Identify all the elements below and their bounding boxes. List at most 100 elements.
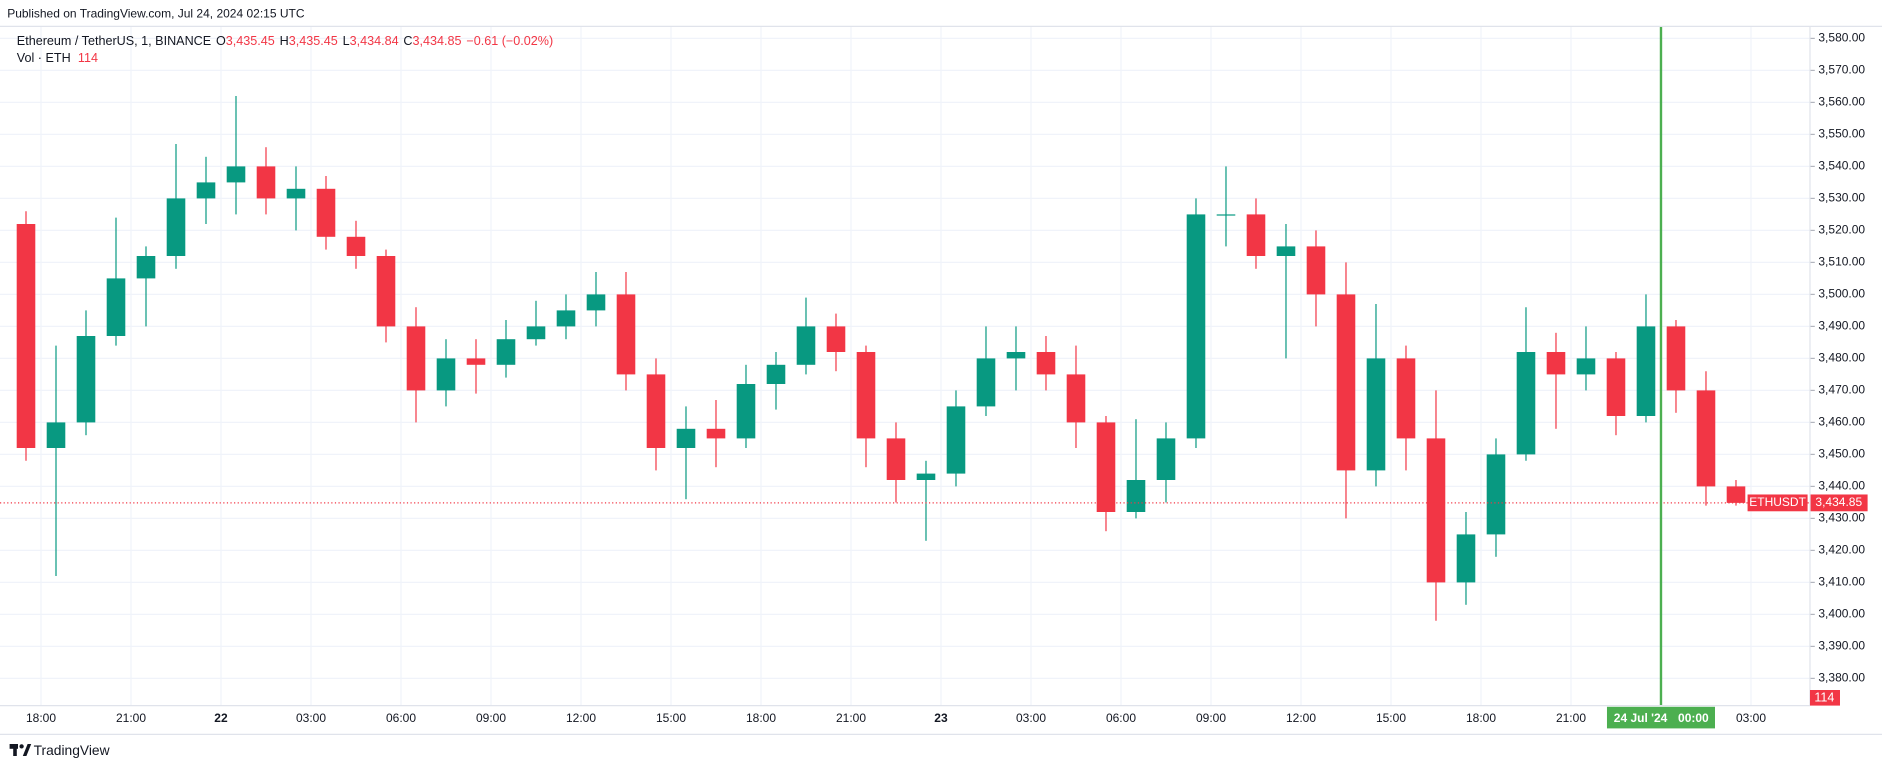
y-tick-label: 3,550.00 [1818, 127, 1865, 141]
x-tick-label: 06:00 [386, 711, 416, 725]
candle-body [76, 336, 96, 423]
candles [16, 96, 1746, 621]
candle-body [166, 198, 186, 256]
candle-body [316, 188, 336, 237]
volume-badge [1809, 690, 1840, 706]
ohlc-value: 3,434.84 [350, 34, 399, 48]
candle-body [1726, 486, 1746, 503]
x-tick-label: 22 [214, 711, 228, 725]
candle-body [646, 374, 666, 448]
candle-body [826, 326, 846, 352]
candle-body [496, 339, 516, 365]
candle-body [1636, 326, 1656, 416]
y-tick-label: 3,480.00 [1818, 351, 1865, 365]
x-tick-label: 06:00 [1106, 711, 1136, 725]
candle-body [886, 438, 906, 480]
candle-body [256, 166, 276, 199]
x-tick-label: 09:00 [476, 711, 506, 725]
candle-body [916, 473, 936, 480]
ohlc-key: H [280, 34, 289, 48]
logo-dot [19, 744, 24, 749]
candle-body [676, 428, 696, 448]
candle-body [976, 358, 996, 407]
y-tick-label: 3,410.00 [1818, 575, 1865, 589]
y-tick-label: 3,540.00 [1818, 159, 1865, 173]
candle-body [796, 326, 816, 365]
x-tick-label: 18:00 [1466, 711, 1496, 725]
candle-body [136, 256, 156, 279]
candle-body [706, 428, 726, 439]
price-badge-label: 3,434.85 [1815, 495, 1862, 509]
symbol-badge [1747, 494, 1808, 512]
candle-body [856, 352, 876, 439]
y-tick-label: 3,560.00 [1818, 95, 1865, 109]
candle-body [1276, 246, 1296, 256]
candle-body [1036, 352, 1056, 375]
candle-body [1186, 214, 1206, 439]
candle-body [1096, 422, 1116, 512]
candle-body [226, 166, 246, 183]
overlay: ETHUSDT 3,434.85 [0, 26, 1868, 729]
y-tick-label: 3,520.00 [1818, 223, 1865, 237]
x-tick-label: 03:00 [296, 711, 326, 725]
x-tick-label: 18:00 [746, 711, 776, 725]
y-tick-label: 3,440.00 [1818, 479, 1865, 493]
candle-body [1606, 358, 1626, 416]
candle-body [106, 278, 126, 336]
x-tick-label: 15:00 [1376, 711, 1406, 725]
x-tick-label: 21:00 [116, 711, 146, 725]
symbol-badge-label: ETHUSDT [1749, 495, 1806, 509]
candle-body [436, 358, 456, 391]
candle-body [1666, 326, 1686, 391]
candle-body [1246, 214, 1266, 256]
y-tick-label: 3,430.00 [1818, 511, 1865, 525]
price-badge [1809, 494, 1868, 512]
ohlc-key: O [216, 34, 226, 48]
crosshair-time: 00:00 [1678, 711, 1709, 725]
ohlc-value: 3,435.45 [226, 34, 275, 48]
y-tick-label: 3,490.00 [1818, 319, 1865, 333]
y-tick-label: 3,510.00 [1818, 255, 1865, 269]
candle-body [376, 256, 396, 327]
candle-body [946, 406, 966, 474]
volume-name: Vol · ETH [17, 51, 71, 65]
candle-body [466, 358, 486, 365]
candle-body [1156, 438, 1176, 480]
symbol-name: Ethereum / TetherUS, 1, BINANCE [17, 34, 211, 48]
candle-body [1006, 352, 1026, 359]
candle-body [526, 326, 546, 340]
x-tick-label: 21:00 [836, 711, 866, 725]
volume-badge-label: 114 [1814, 691, 1834, 705]
candle-body [766, 364, 786, 384]
crosshair-date: 24 Jul '24 [1614, 711, 1668, 725]
y-tick-label: 3,500.00 [1818, 287, 1865, 301]
candle-body [616, 294, 636, 375]
candle-body [16, 224, 36, 448]
crosshair-badge [1606, 706, 1715, 729]
change: −0.61 (−0.02%) [466, 34, 553, 48]
y-tick-label: 3,450.00 [1818, 447, 1865, 461]
candle-body [286, 188, 306, 199]
x-tick-label: 18:00 [26, 711, 56, 725]
candle-body [1216, 214, 1236, 216]
x-tick-label: 23 [934, 711, 948, 725]
y-tick-label: 3,580.00 [1818, 31, 1865, 45]
candle-body [1576, 358, 1596, 375]
candle-body [1426, 438, 1446, 583]
published-note: Published on TradingView.com, Jul 24, 20… [7, 7, 305, 21]
y-tick-label: 3,470.00 [1818, 383, 1865, 397]
x-tick-label: 03:00 [1016, 711, 1046, 725]
candle-body [46, 422, 66, 448]
footer-brand: TradingView [34, 743, 110, 758]
footer-logo [9, 744, 32, 756]
y-tick-label: 3,400.00 [1818, 607, 1865, 621]
candle-body [1396, 358, 1416, 439]
candle-body [1516, 352, 1536, 455]
candle-body [1126, 480, 1146, 512]
volume-legend: Vol · ETH 114 [17, 51, 98, 65]
y-tick-label: 3,380.00 [1818, 671, 1865, 685]
candle-body [196, 182, 216, 199]
ohlc-key: C [403, 34, 412, 48]
